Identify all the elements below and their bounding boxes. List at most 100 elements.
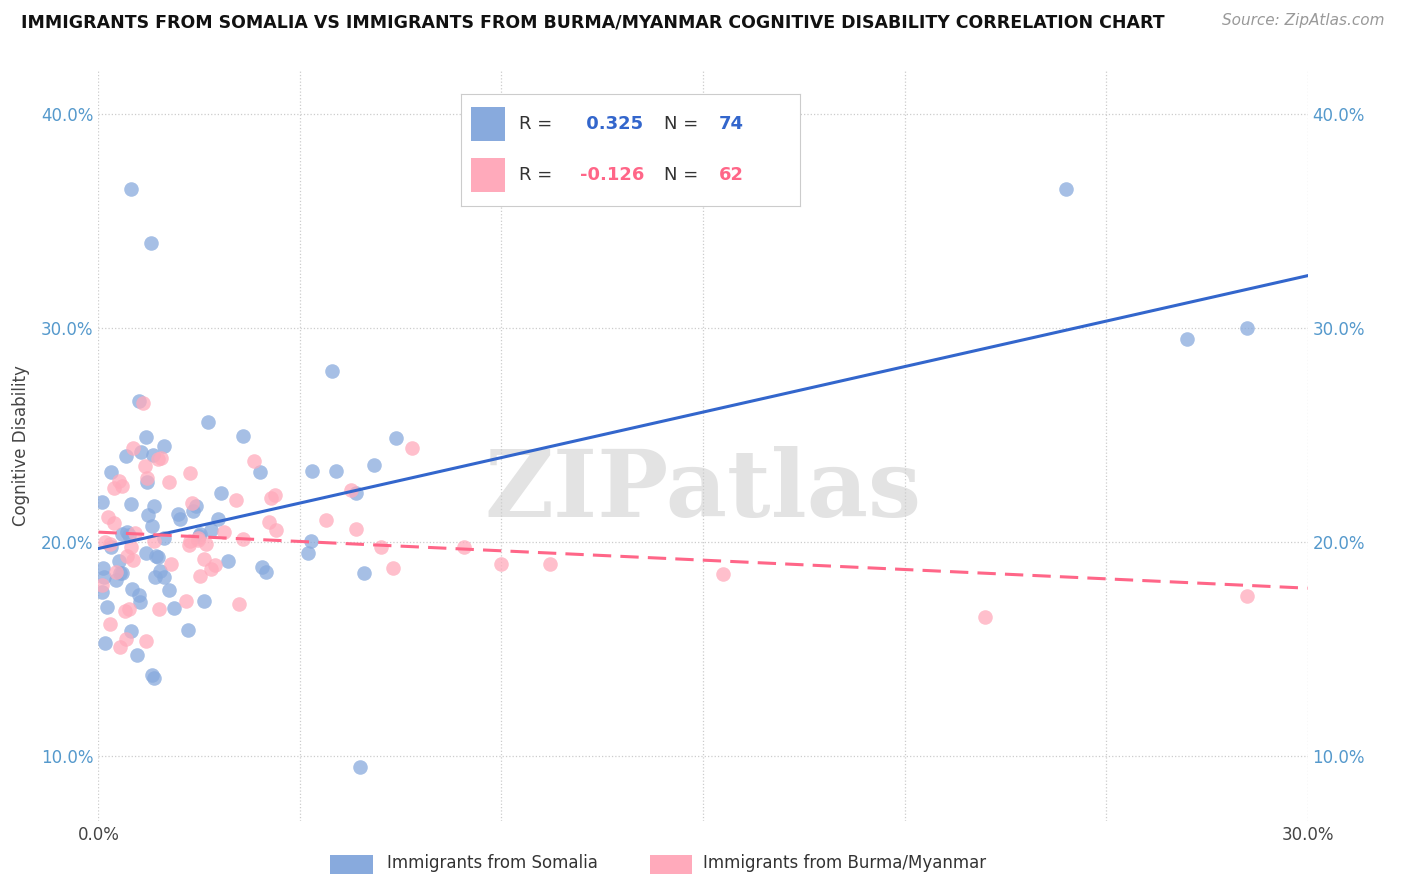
Point — [211, 486, 233, 500]
Point — [153, 439, 176, 453]
Point — [176, 624, 198, 638]
Point — [315, 513, 337, 527]
Point — [325, 464, 347, 478]
Point — [259, 515, 281, 529]
Point — [200, 524, 222, 538]
Point — [160, 558, 183, 572]
Point — [384, 431, 406, 445]
Point — [129, 445, 152, 459]
Point — [93, 570, 115, 584]
Point — [115, 525, 138, 540]
Point — [143, 533, 166, 548]
Point — [179, 466, 201, 480]
Point — [128, 393, 150, 408]
Point — [115, 449, 138, 463]
Point — [207, 512, 229, 526]
Point — [1236, 321, 1258, 335]
Point — [179, 534, 201, 549]
Point — [136, 471, 159, 485]
Point — [98, 617, 121, 632]
Point — [225, 492, 247, 507]
Point — [111, 527, 134, 541]
Point — [146, 452, 169, 467]
Point — [188, 529, 211, 543]
Point — [363, 458, 385, 472]
Point — [232, 429, 254, 443]
Point — [117, 528, 139, 542]
Point — [370, 540, 392, 554]
Point — [212, 524, 235, 539]
Point — [94, 534, 117, 549]
Point — [232, 532, 254, 546]
Point — [97, 510, 120, 524]
Point — [180, 496, 202, 510]
Point — [143, 570, 166, 584]
Point — [91, 495, 114, 509]
Point — [349, 760, 371, 774]
Point — [91, 561, 114, 575]
Point — [193, 593, 215, 607]
Point — [187, 531, 209, 545]
Point — [157, 475, 180, 489]
Point — [190, 569, 212, 583]
Point — [249, 465, 271, 479]
Point — [711, 567, 734, 582]
Point — [139, 235, 162, 250]
Text: Immigrants from Burma/Myanmar: Immigrants from Burma/Myanmar — [703, 855, 986, 872]
Point — [141, 519, 163, 533]
Point — [131, 396, 153, 410]
Point — [321, 364, 343, 378]
Point — [301, 463, 323, 477]
Point — [299, 534, 322, 549]
Point — [136, 508, 159, 523]
Point — [120, 182, 142, 196]
Point — [121, 553, 143, 567]
Y-axis label: Cognitive Disability: Cognitive Disability — [11, 366, 30, 526]
Point — [401, 441, 423, 455]
Point — [157, 583, 180, 598]
Text: Immigrants from Somalia: Immigrants from Somalia — [387, 855, 598, 872]
Point — [353, 566, 375, 581]
Point — [107, 553, 129, 567]
Point — [100, 540, 122, 554]
Point — [134, 458, 156, 473]
Point — [124, 526, 146, 541]
Point — [1236, 589, 1258, 603]
Point — [974, 610, 997, 624]
Point — [125, 648, 148, 662]
Point — [115, 632, 138, 646]
Point — [94, 636, 117, 650]
Point — [250, 559, 273, 574]
Point — [228, 597, 250, 611]
Point — [117, 602, 139, 616]
Point — [183, 504, 205, 518]
Point — [111, 479, 134, 493]
Point — [344, 522, 367, 536]
Point — [344, 485, 367, 500]
Point — [91, 578, 114, 592]
Point — [108, 640, 131, 655]
Point — [179, 537, 201, 551]
Point — [145, 549, 167, 563]
Point — [108, 474, 131, 488]
Point — [1175, 332, 1198, 346]
Point — [111, 566, 134, 580]
Point — [128, 588, 150, 602]
Text: ZIPatlas: ZIPatlas — [485, 446, 921, 536]
Point — [1054, 182, 1077, 196]
Point — [491, 557, 513, 571]
Point — [103, 516, 125, 530]
Point — [149, 450, 172, 465]
Point — [143, 500, 166, 514]
Point — [135, 634, 157, 648]
Point — [108, 566, 131, 580]
Point — [135, 430, 157, 444]
Point — [114, 604, 136, 618]
Point — [135, 546, 157, 560]
Point — [105, 566, 128, 580]
Point — [98, 537, 121, 551]
Point — [538, 557, 561, 571]
Point — [103, 481, 125, 495]
Point — [167, 508, 190, 522]
Point — [153, 531, 176, 545]
